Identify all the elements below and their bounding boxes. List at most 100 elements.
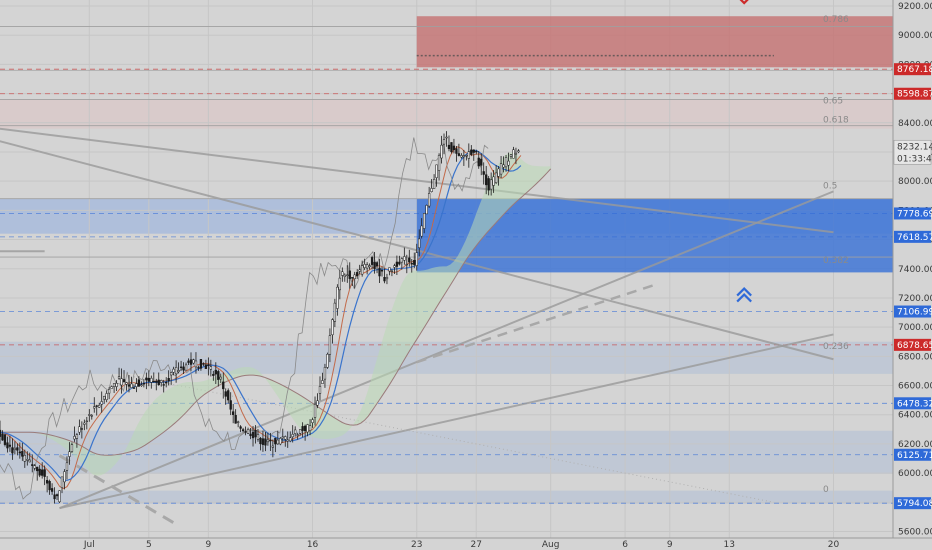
x-tick-label: 9	[205, 540, 211, 550]
candle-body	[363, 264, 366, 268]
x-tick-label: 20	[828, 540, 840, 550]
candle-body	[167, 378, 170, 382]
x-tick-label: 6	[622, 540, 628, 550]
background-band	[0, 341, 893, 374]
candle-body	[291, 434, 294, 438]
candle-body	[246, 429, 250, 434]
candle-body	[281, 436, 284, 439]
price-level-badge	[894, 497, 931, 510]
candle-body	[472, 149, 475, 153]
base-line	[0, 149, 522, 482]
candle-body	[351, 277, 354, 279]
candle-body	[103, 396, 106, 400]
candle-body	[142, 382, 146, 385]
candle-body	[65, 462, 69, 471]
fib-level-label: 0	[823, 485, 829, 495]
candle-body	[60, 476, 64, 488]
candle-body	[165, 381, 168, 384]
candle-body	[264, 438, 267, 446]
countdown-label: 01:33:46	[897, 154, 932, 164]
candle-body	[430, 188, 433, 192]
candle-body	[152, 381, 155, 383]
candle-body	[234, 414, 237, 424]
candle-body	[137, 379, 141, 387]
candle-body	[177, 370, 180, 372]
price-level-badge-label: 8767.18	[897, 65, 932, 75]
candle-body	[125, 382, 128, 385]
candle-body	[403, 256, 406, 261]
candle-body	[43, 469, 46, 477]
candle-body	[88, 414, 91, 416]
candle-body	[427, 193, 431, 207]
candle-body	[271, 445, 275, 448]
candle-body	[224, 391, 227, 397]
candle-body	[256, 434, 260, 440]
candle-body	[194, 360, 198, 368]
candle-body	[442, 139, 446, 145]
candle-body	[266, 439, 270, 442]
candle-body	[83, 422, 86, 425]
candle-body	[222, 381, 225, 390]
candle-body	[28, 459, 31, 463]
y-tick-label: 9200.00	[898, 2, 932, 12]
candle-body	[509, 154, 513, 157]
candle-body	[408, 257, 411, 263]
candle-body	[331, 319, 334, 336]
price-level-badge-label: 7778.69	[897, 209, 932, 219]
x-tick-label: 9	[667, 540, 673, 550]
candle-body	[432, 179, 436, 189]
candle-body	[6, 442, 9, 449]
candle-body	[405, 263, 408, 266]
dashed-projection	[58, 454, 180, 527]
candle-body	[348, 270, 351, 279]
candle-body	[313, 404, 317, 418]
candle-body	[415, 252, 418, 266]
candle-body	[294, 429, 297, 434]
candle-body	[418, 238, 421, 248]
candle-body	[306, 424, 309, 433]
candle-body	[276, 439, 279, 445]
candle-body	[184, 364, 188, 371]
y-tick-label: 6000.00	[898, 469, 932, 479]
y-tick-label: 8000.00	[898, 177, 932, 187]
price-level-badge	[894, 87, 931, 100]
candle-body	[400, 258, 404, 263]
candle-body	[326, 354, 329, 368]
candle-body	[170, 372, 173, 376]
candle-body	[480, 158, 483, 166]
candle-body	[388, 267, 391, 272]
y-tick-label: 6400.00	[898, 411, 932, 421]
candle-body	[192, 359, 195, 364]
candle-body	[90, 415, 93, 417]
candle-body	[11, 447, 14, 454]
candle-body	[172, 368, 175, 373]
x-tick-label: 16	[307, 540, 319, 550]
candle-body	[217, 371, 220, 380]
trendline	[0, 127, 834, 234]
candle-body	[13, 447, 17, 451]
y-tick-label: 8400.00	[898, 119, 932, 129]
candle-body	[244, 431, 247, 433]
price-level-badge-label: 7618.57	[897, 233, 932, 243]
candle-body	[189, 359, 193, 365]
fib-level-label: 0.5	[823, 181, 837, 191]
fib-level-label: 0.65	[823, 97, 843, 107]
arrow-up-icon	[736, 287, 752, 297]
candle-body	[507, 160, 510, 166]
candle-body	[358, 269, 361, 272]
candle-body	[127, 384, 131, 387]
candle-body	[261, 438, 265, 445]
candle-body	[316, 400, 319, 406]
candle-body	[36, 466, 39, 472]
trendline	[0, 140, 834, 361]
dashed-projection	[416, 283, 656, 364]
candle-body	[298, 429, 302, 434]
candle-body	[455, 148, 458, 154]
candle-body	[296, 434, 299, 436]
price-level-badge	[894, 397, 931, 410]
candle-body	[150, 377, 153, 383]
price-level-badge-label: 6125.71	[897, 451, 932, 461]
candle-body	[485, 174, 488, 186]
candle-body	[1, 433, 4, 441]
